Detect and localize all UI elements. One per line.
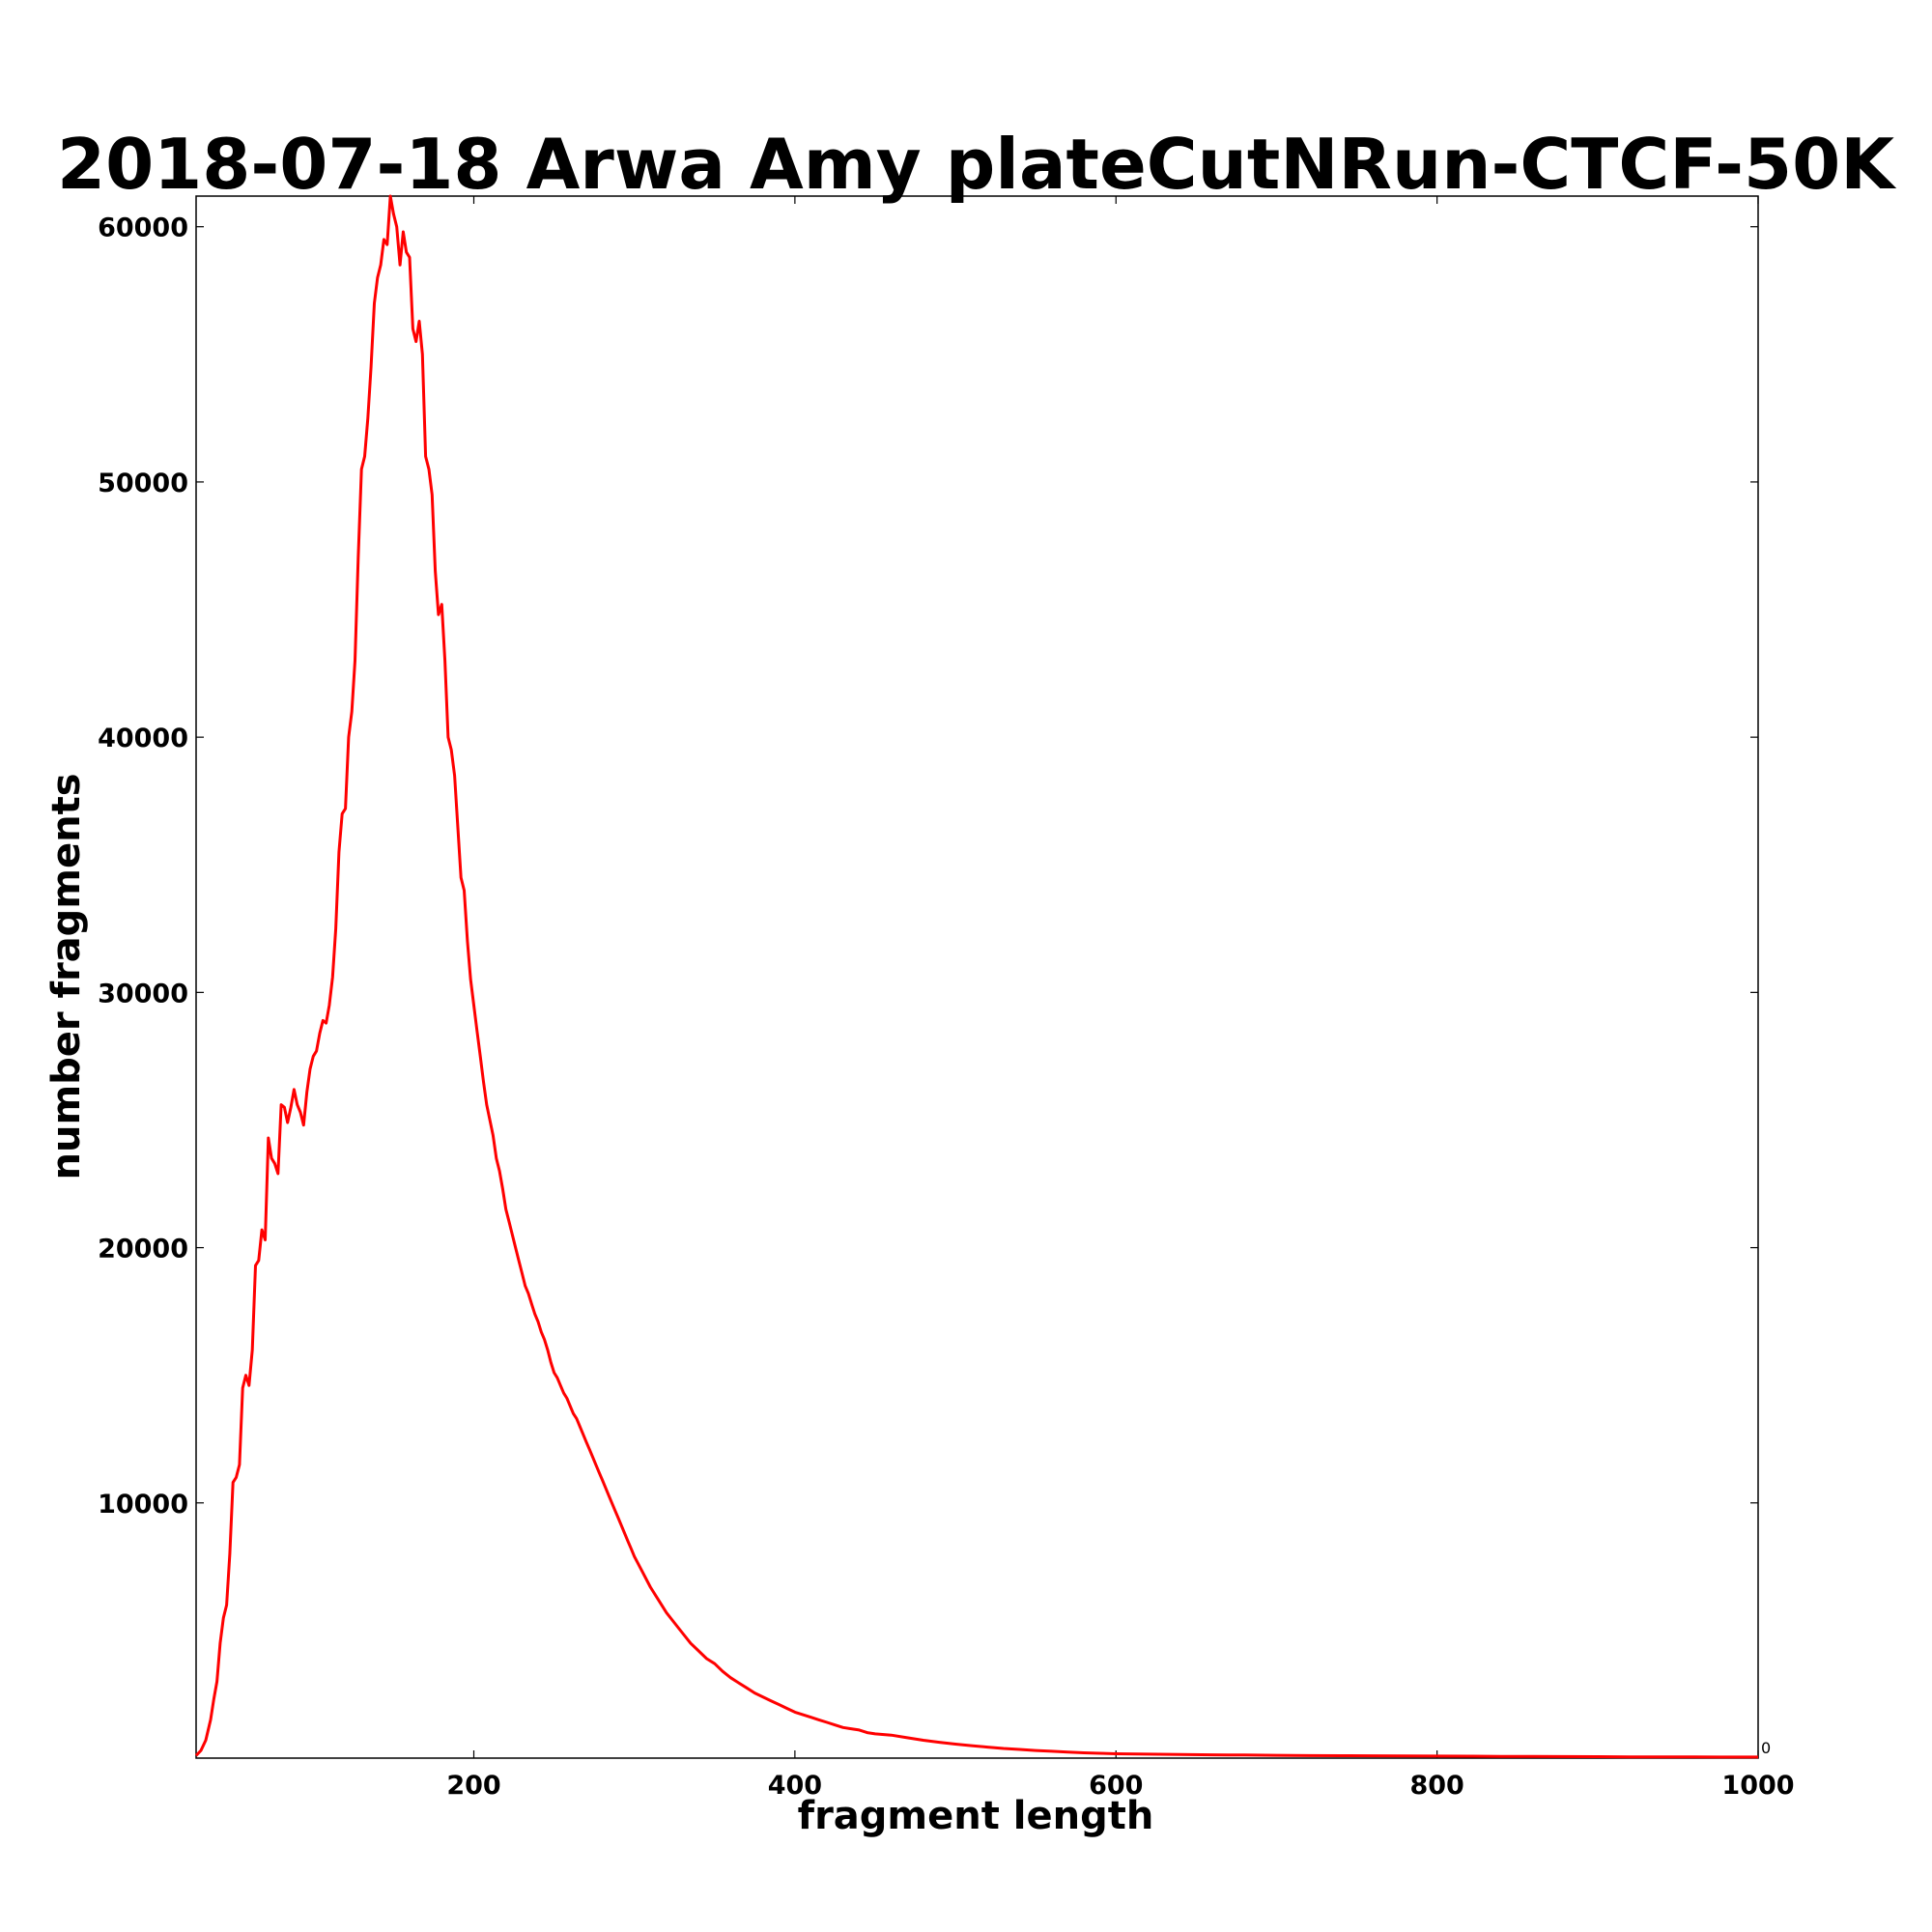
x-tick-label: 400 — [768, 1771, 822, 1801]
x-axis-ticks: 200 400 600 800 1000 — [446, 196, 1795, 1801]
series-line — [194, 194, 1758, 1759]
x-tick-label: 1000 — [1721, 1771, 1794, 1801]
x-tick-label: 200 — [446, 1771, 500, 1801]
y-tick-label: 30000 — [98, 979, 188, 1009]
series-layer — [194, 194, 1758, 1759]
y-tick-label: 20000 — [98, 1235, 188, 1264]
y-tick-label: 60000 — [98, 213, 188, 243]
y-tick-label: 10000 — [98, 1490, 188, 1520]
y-tick-label-zero: 0 — [1761, 1739, 1771, 1757]
y-axis-label: number fragments — [44, 773, 89, 1179]
x-tick-label: 600 — [1089, 1771, 1143, 1801]
y-tick-label: 50000 — [98, 469, 188, 498]
x-tick-label: 800 — [1409, 1771, 1463, 1801]
y-axis-ticks: 10000 20000 30000 40000 50000 60000 — [98, 213, 1758, 1520]
x-axis-label: fragment length — [798, 1794, 1154, 1838]
chart-title: 2018-07-18 Arwa Amy plateCutNRun-CTCF-50… — [57, 124, 1896, 205]
y-tick-label: 40000 — [98, 724, 188, 753]
plot-frame — [195, 195, 1759, 1759]
